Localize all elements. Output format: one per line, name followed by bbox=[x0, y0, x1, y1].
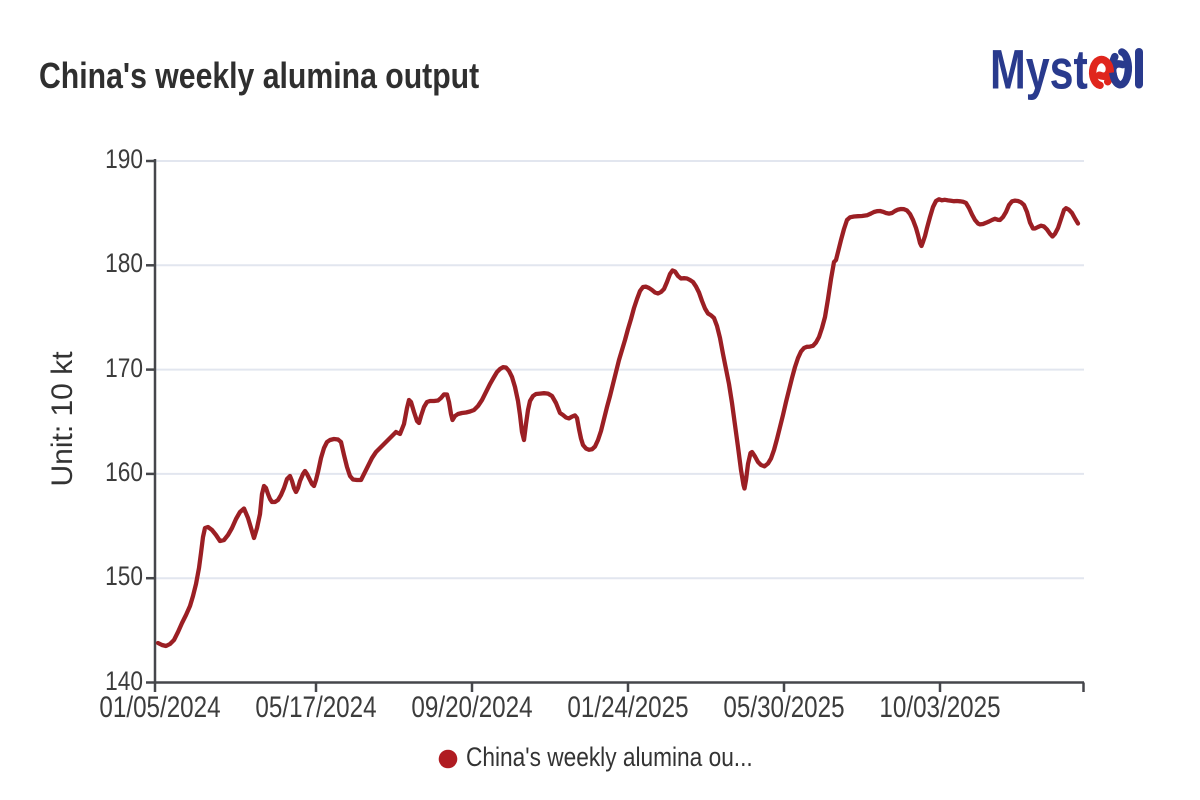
svg-text:Myst: Myst bbox=[990, 38, 1088, 101]
